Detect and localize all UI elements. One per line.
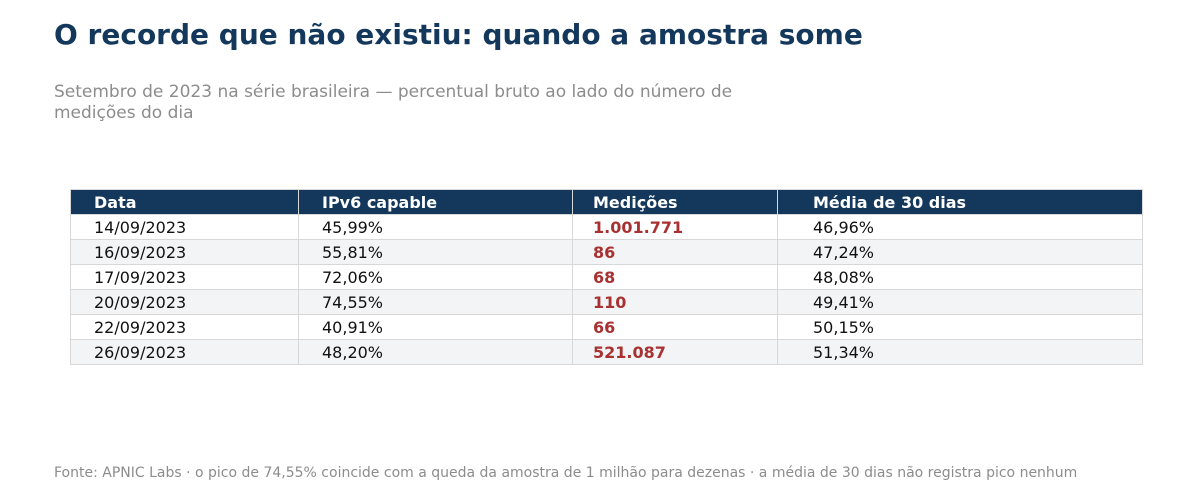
- cell-measurements: 110: [572, 289, 778, 315]
- table-row: 22/09/2023 40,91% 66 50,15%: [70, 314, 1143, 340]
- cell-date: 20/09/2023: [70, 289, 299, 315]
- column-header-measurements: Medições: [572, 189, 778, 215]
- cell-date: 16/09/2023: [70, 239, 299, 265]
- cell-30-day-average: 48,08%: [777, 264, 1143, 290]
- table-row: 14/09/2023 45,99% 1.001.771 46,96%: [70, 214, 1143, 240]
- cell-30-day-average: 50,15%: [777, 314, 1143, 340]
- header-row: Data IPv6 capable Medições Média de 30 d…: [70, 189, 1143, 215]
- cell-ipv6-capable: 55,81%: [298, 239, 573, 265]
- cell-date: 22/09/2023: [70, 314, 299, 340]
- cell-date: 17/09/2023: [70, 264, 299, 290]
- cell-date: 26/09/2023: [70, 339, 299, 365]
- chart-title: O recorde que não existiu: quando a amos…: [54, 18, 863, 51]
- table-header: Data IPv6 capable Medições Média de 30 d…: [70, 189, 1143, 215]
- column-header-30-day-average: Média de 30 dias: [777, 189, 1143, 215]
- cell-measurements: 521.087: [572, 339, 778, 365]
- table-row: 16/09/2023 55,81% 86 47,24%: [70, 239, 1143, 265]
- chart-subtitle: Setembro de 2023 na série brasileira — p…: [54, 82, 733, 123]
- table-row: 20/09/2023 74,55% 110 49,41%: [70, 289, 1143, 315]
- cell-30-day-average: 49,41%: [777, 289, 1143, 315]
- cell-date: 14/09/2023: [70, 214, 299, 240]
- cell-30-day-average: 51,34%: [777, 339, 1143, 365]
- cell-ipv6-capable: 48,20%: [298, 339, 573, 365]
- source-note: Fonte: APNIC Labs · o pico de 74,55% coi…: [54, 465, 1078, 481]
- cell-ipv6-capable: 40,91%: [298, 314, 573, 340]
- cell-measurements: 86: [572, 239, 778, 265]
- column-header-date: Data: [70, 189, 299, 215]
- cell-ipv6-capable: 72,06%: [298, 264, 573, 290]
- cell-30-day-average: 47,24%: [777, 239, 1143, 265]
- data-table: Data IPv6 capable Medições Média de 30 d…: [70, 189, 1143, 365]
- cell-ipv6-capable: 74,55%: [298, 289, 573, 315]
- cell-measurements: 68: [572, 264, 778, 290]
- table-row: 26/09/2023 48,20% 521.087 51,34%: [70, 339, 1143, 365]
- cell-30-day-average: 46,96%: [777, 214, 1143, 240]
- table-body: 14/09/2023 45,99% 1.001.771 46,96% 16/09…: [70, 214, 1143, 365]
- cell-ipv6-capable: 45,99%: [298, 214, 573, 240]
- cell-measurements: 1.001.771: [572, 214, 778, 240]
- cell-measurements: 66: [572, 314, 778, 340]
- table-row: 17/09/2023 72,06% 68 48,08%: [70, 264, 1143, 290]
- column-header-ipv6-capable: IPv6 capable: [298, 189, 573, 215]
